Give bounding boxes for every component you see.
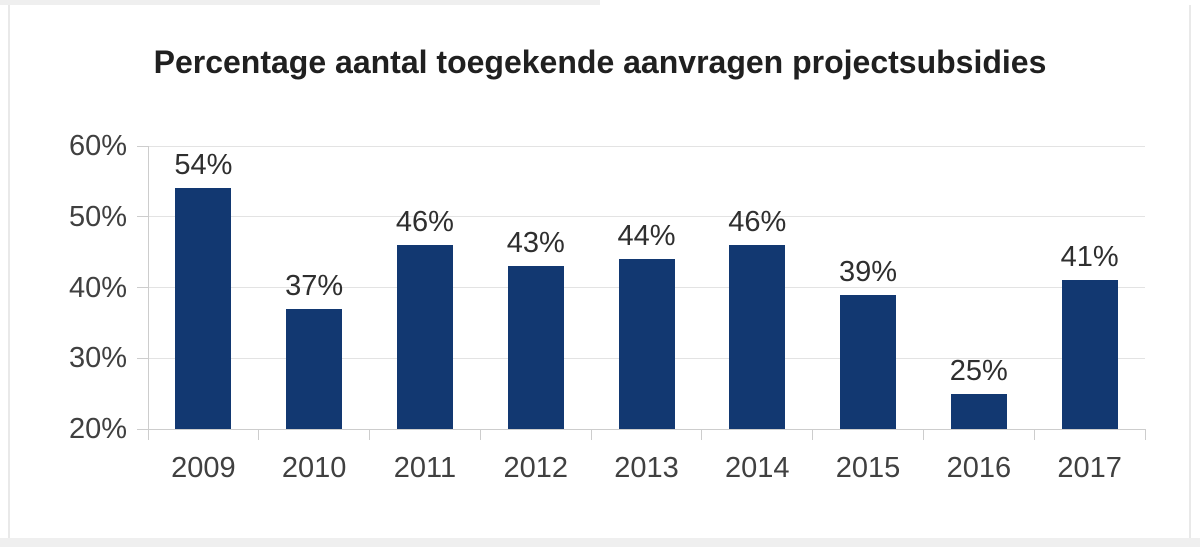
x-tick-label: 2009 (171, 452, 236, 484)
page-top-edge-strip (0, 0, 600, 5)
bar (286, 308, 343, 429)
bar-value-label: 46% (395, 206, 454, 239)
y-tick-label: 30% (68, 342, 127, 375)
bar (729, 245, 786, 429)
bar (618, 259, 675, 429)
x-tick-label: 2015 (835, 452, 901, 484)
gridline (148, 145, 1145, 147)
y-tick-label: 40% (68, 271, 127, 304)
page-left-edge-line (8, 5, 10, 538)
x-axis-tick (1033, 429, 1035, 440)
x-axis-tick (369, 429, 371, 440)
plot-area: 60% 50% 40% 30% 20% 54% 2009 37% 2010 46% 2011 43% 2… (69, 130, 1146, 484)
x-axis-tick (479, 429, 481, 440)
y-axis-line (148, 146, 149, 440)
x-tick-label: 2010 (281, 452, 347, 484)
bar-value-label: 39% (839, 255, 898, 288)
y-axis-tick (137, 428, 148, 430)
page-bottom-edge-strip (0, 538, 1200, 547)
y-axis-tick (137, 216, 148, 218)
y-tick-label: 60% (68, 130, 127, 162)
bar (396, 245, 453, 429)
bar-value-label: 41% (1060, 241, 1119, 274)
chart-title: Percentage aantal toegekende aanvragen p… (153, 44, 1047, 80)
bar-value-label: 37% (285, 269, 344, 302)
bar-value-label: 44% (617, 220, 676, 253)
x-axis-tick (590, 429, 592, 440)
y-tick-label: 50% (68, 200, 127, 233)
x-axis-line (148, 428, 1145, 430)
bar-value-label: 46% (728, 206, 787, 239)
bar (840, 294, 897, 429)
x-tick-label: 2013 (614, 452, 679, 484)
x-axis-tick (922, 429, 924, 440)
x-axis-tick (147, 429, 149, 440)
bar-value-label: 43% (506, 227, 565, 260)
x-tick-label: 2011 (393, 452, 457, 484)
x-tick-label: 2017 (1057, 452, 1122, 484)
gridline (148, 216, 1145, 218)
x-tick-label: 2014 (725, 452, 790, 484)
bar-value-label: 25% (949, 354, 1008, 387)
bar (507, 266, 564, 429)
x-axis-tick (701, 429, 703, 440)
bar (950, 393, 1007, 429)
y-axis-tick (137, 145, 148, 147)
x-axis-tick (258, 429, 260, 440)
bar-value-label: 54% (174, 149, 233, 182)
y-axis-tick (137, 357, 148, 359)
bar (175, 188, 232, 429)
y-tick-label: 20% (68, 413, 127, 445)
x-tick-label: 2012 (503, 452, 568, 484)
bar (1061, 280, 1118, 429)
x-axis-tick (812, 429, 814, 440)
x-tick-label: 2016 (946, 452, 1012, 484)
page-right-edge-line (1189, 5, 1191, 538)
y-axis-tick (137, 287, 148, 288)
x-axis-tick (1144, 429, 1146, 440)
